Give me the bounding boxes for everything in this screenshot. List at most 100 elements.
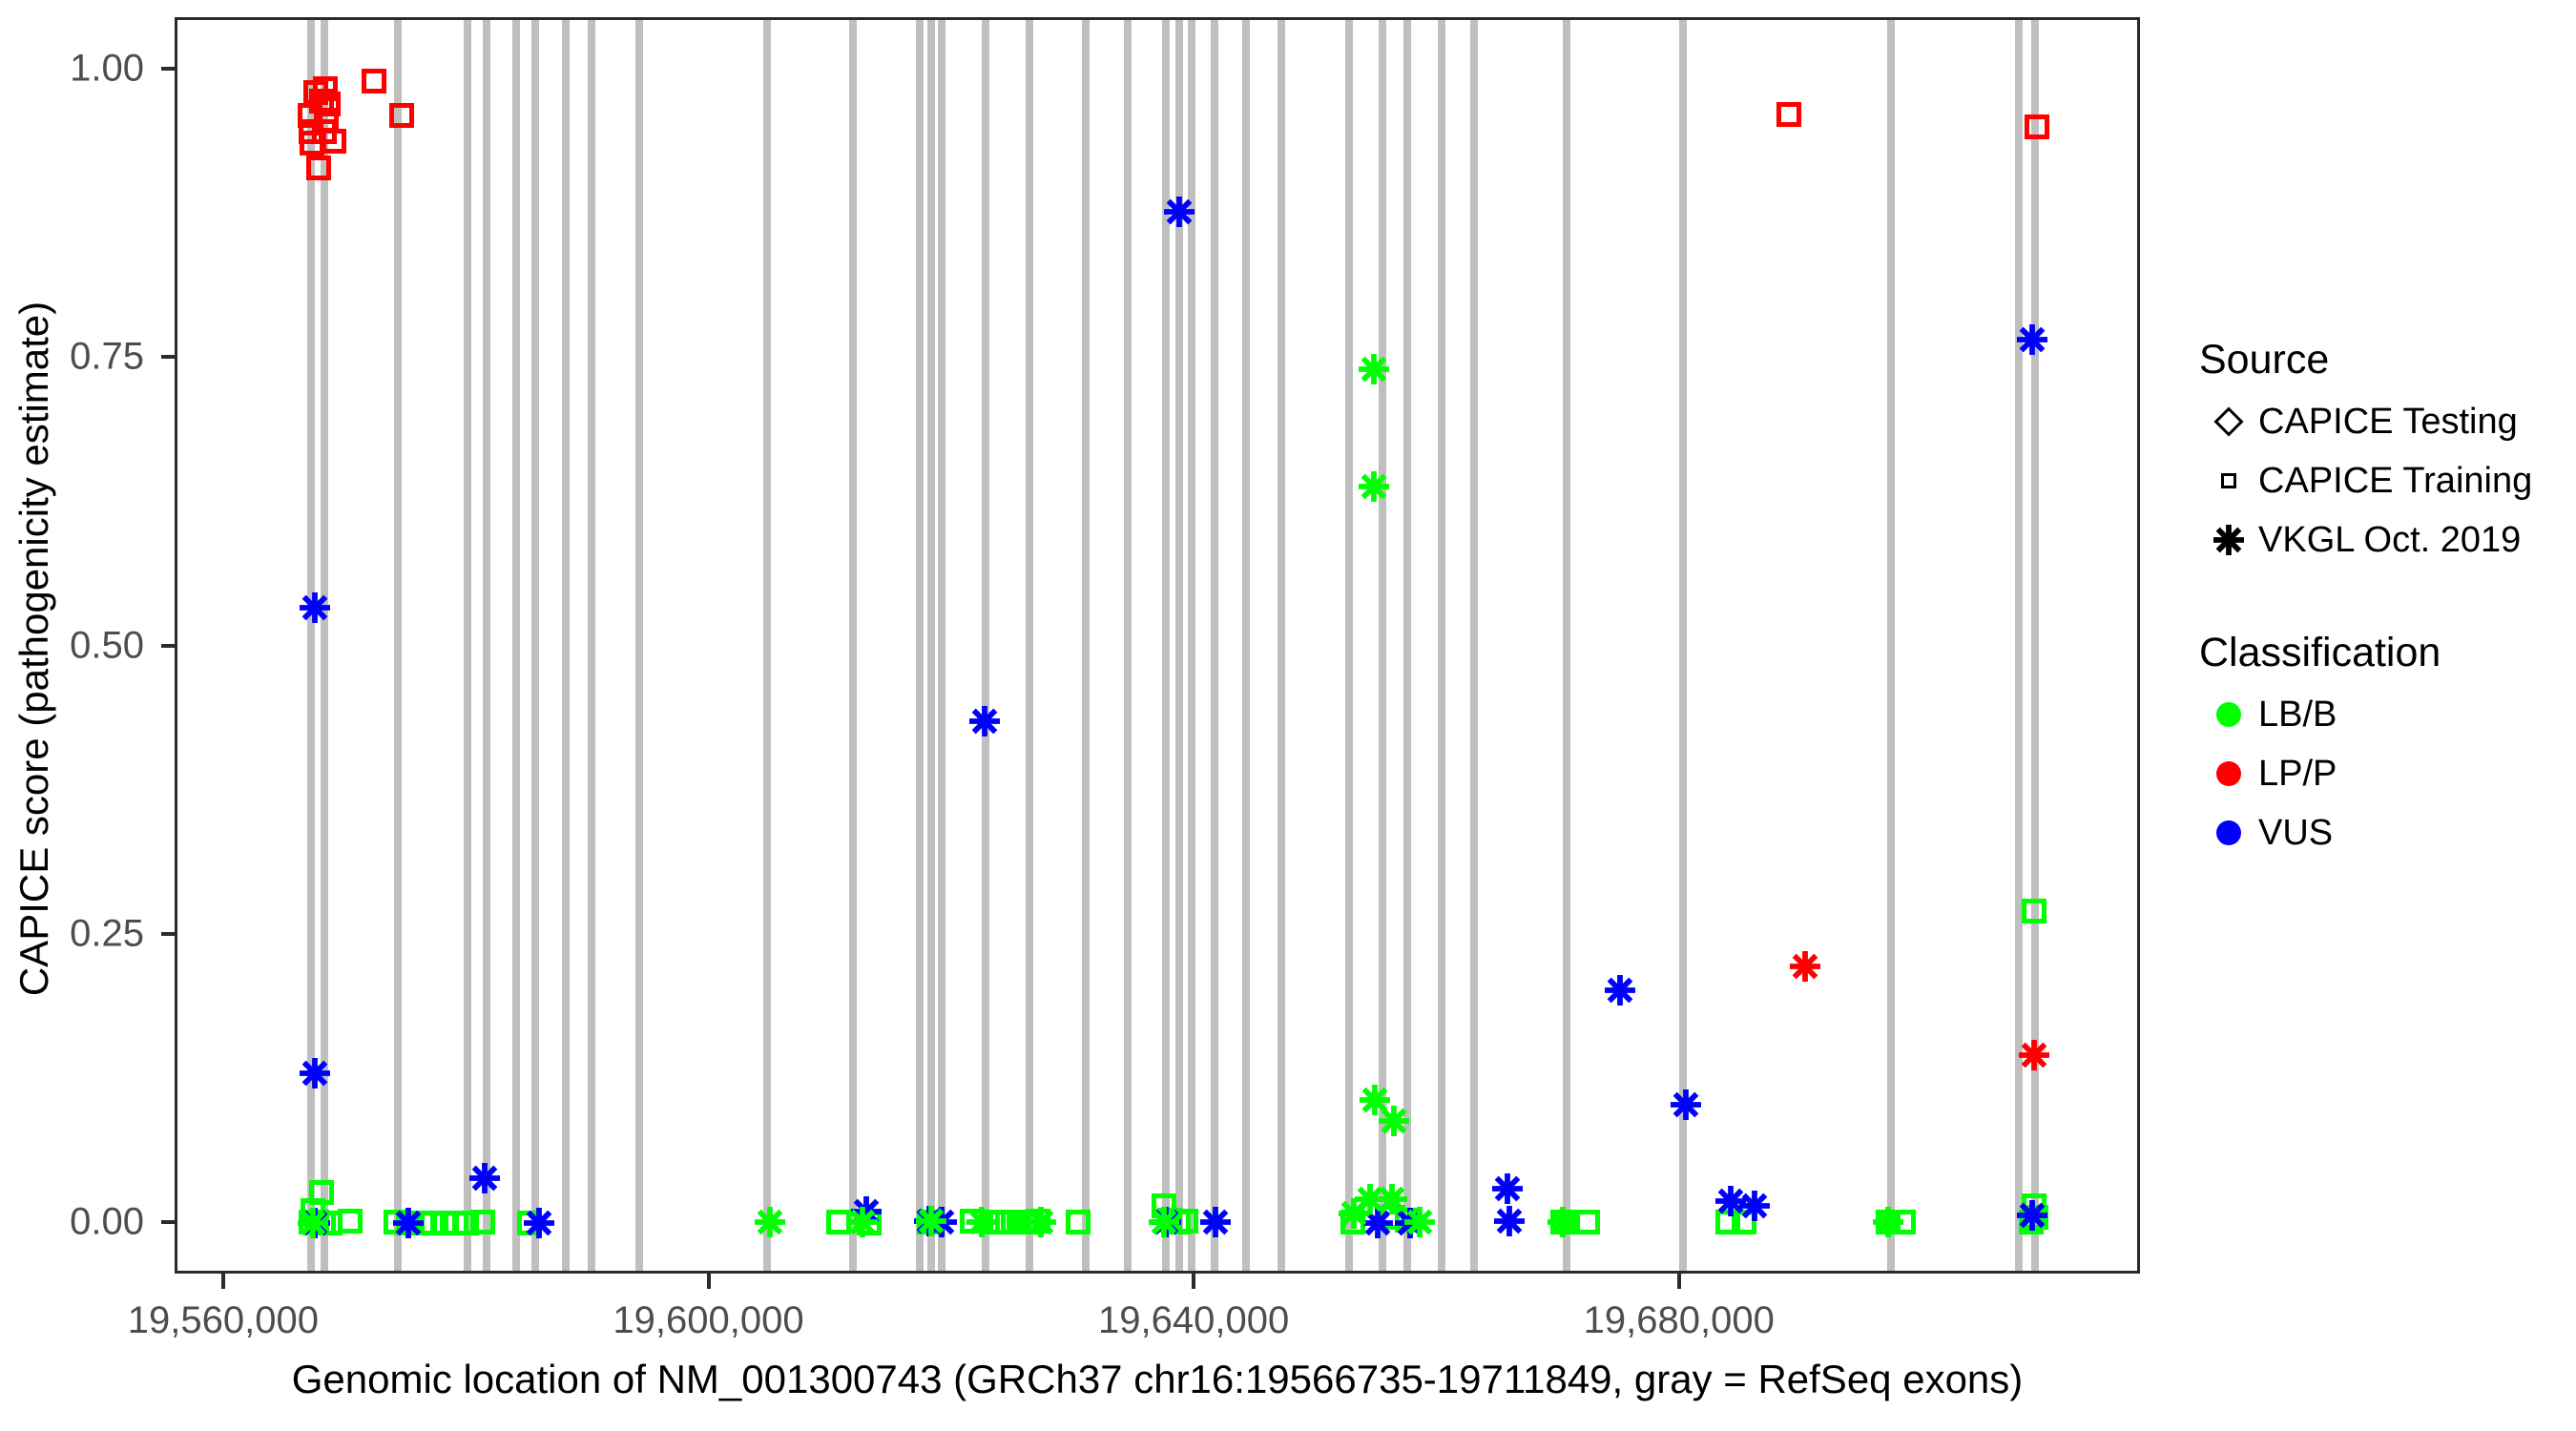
data-point (299, 591, 331, 624)
x-tick-mark (706, 1274, 711, 1289)
plot-panel (175, 17, 2140, 1274)
y-tick-mark (161, 67, 175, 72)
exon-marker-line (1470, 20, 1479, 1271)
data-point (322, 128, 347, 154)
asterisk-icon (2213, 525, 2244, 556)
exon-marker-line (1679, 20, 1688, 1271)
legend-title-classification-legend: Classification (2199, 630, 2441, 676)
exon-marker-line (916, 20, 924, 1271)
data-point (468, 1162, 501, 1194)
exon-marker-line (531, 20, 540, 1271)
exon-marker-line (938, 20, 946, 1271)
exon-marker-line (483, 20, 491, 1271)
legend-block-gap (2199, 572, 2562, 632)
data-point (966, 1206, 998, 1238)
exon-marker-line (306, 20, 315, 1271)
exon-marker-line (463, 20, 471, 1271)
x-tick-mark (1676, 1274, 1681, 1289)
data-point (1378, 1105, 1410, 1137)
exon-marker-line (2030, 20, 2039, 1271)
data-point (1163, 196, 1195, 228)
data-point (1670, 1089, 1702, 1121)
legend-item-label: CAPICE Testing (2258, 401, 2518, 442)
data-point (523, 1207, 555, 1239)
dot-icon (2216, 820, 2241, 846)
legend-item[interactable]: VKGL Oct. 2019 (2199, 513, 2562, 567)
x-tick-label: 19,560,000 (127, 1299, 319, 1341)
data-point (297, 1207, 329, 1239)
data-point (1776, 102, 1801, 128)
data-point (392, 1207, 425, 1239)
exon-marker-line (1123, 20, 1132, 1271)
dot-icon (2216, 702, 2241, 728)
data-point (1358, 353, 1390, 385)
data-point (754, 1206, 786, 1238)
exon-marker-line (981, 20, 989, 1271)
data-point (1547, 1206, 1579, 1238)
data-point (470, 1210, 496, 1235)
y-tick-label: 0.75 (70, 335, 144, 378)
exon-marker-line (1025, 20, 1033, 1271)
square-icon (2221, 473, 2236, 489)
data-point (1065, 1210, 1091, 1235)
y-tick-label: 0.00 (70, 1200, 144, 1243)
legend-dot-icon (2199, 820, 2258, 846)
legend-item[interactable]: LB/B (2199, 688, 2562, 741)
y-tick-mark (161, 1219, 175, 1224)
legend-asterisk-icon (2199, 524, 2258, 556)
data-point (1872, 1206, 1904, 1238)
legend-dot-icon (2199, 761, 2258, 787)
exon-marker-line (587, 20, 595, 1271)
data-point (297, 103, 322, 129)
data-point (1789, 950, 1821, 983)
data-point (1731, 1210, 1756, 1235)
exon-marker-line (511, 20, 520, 1271)
diamond-icon (2213, 406, 2244, 437)
legend-dot-icon (2199, 702, 2258, 728)
data-point (1199, 1206, 1232, 1238)
data-point (1361, 1207, 1394, 1239)
y-tick-label: 0.25 (70, 912, 144, 955)
data-point (1714, 1185, 1747, 1217)
exon-marker-line (849, 20, 858, 1271)
exon-marker-line (926, 20, 935, 1271)
y-tick-mark (161, 355, 175, 360)
legend-item[interactable]: CAPICE Testing (2199, 395, 2562, 448)
data-point (1148, 1206, 1180, 1238)
exon-marker-line (1211, 20, 1219, 1271)
exon-marker-line (1162, 20, 1171, 1271)
exon-marker-line (1082, 20, 1091, 1271)
x-axis-title: Genomic location of NM_001300743 (GRCh37… (291, 1357, 2024, 1401)
data-point (1738, 1190, 1771, 1222)
data-point (1493, 1205, 1526, 1237)
legend-item[interactable]: VUS (2199, 806, 2562, 860)
data-point (1604, 974, 1636, 1006)
data-point (305, 155, 331, 180)
legend-item[interactable]: LP/P (2199, 747, 2562, 800)
data-point (915, 1205, 947, 1237)
data-point (362, 69, 386, 94)
y-tick-label: 1.00 (70, 47, 144, 90)
exon-marker-line (1438, 20, 1445, 1271)
x-tick-label: 19,640,000 (1098, 1299, 1290, 1341)
y-tick-mark (161, 931, 175, 936)
exon-marker-line (561, 20, 570, 1271)
data-point (453, 1211, 479, 1236)
x-tick-mark (1192, 1274, 1196, 1289)
legend-item-label: LP/P (2258, 753, 2337, 794)
data-point (337, 1209, 363, 1234)
legend-item-label: LB/B (2258, 694, 2337, 735)
data-point (2016, 1199, 2048, 1232)
exon-marker-line (320, 20, 328, 1271)
exon-marker-line (763, 20, 771, 1271)
legend-title-source-legend: Source (2199, 337, 2330, 383)
data-point (968, 705, 1001, 737)
legend-item-label: CAPICE Training (2258, 460, 2533, 501)
dot-icon (2216, 761, 2241, 787)
exon-marker-line (394, 20, 403, 1271)
data-point (2025, 114, 2050, 140)
data-point (2018, 1039, 2050, 1071)
legend-item[interactable]: CAPICE Training (2199, 454, 2562, 508)
legend-item-label: VUS (2258, 812, 2334, 853)
legend-square-icon (2199, 473, 2258, 489)
